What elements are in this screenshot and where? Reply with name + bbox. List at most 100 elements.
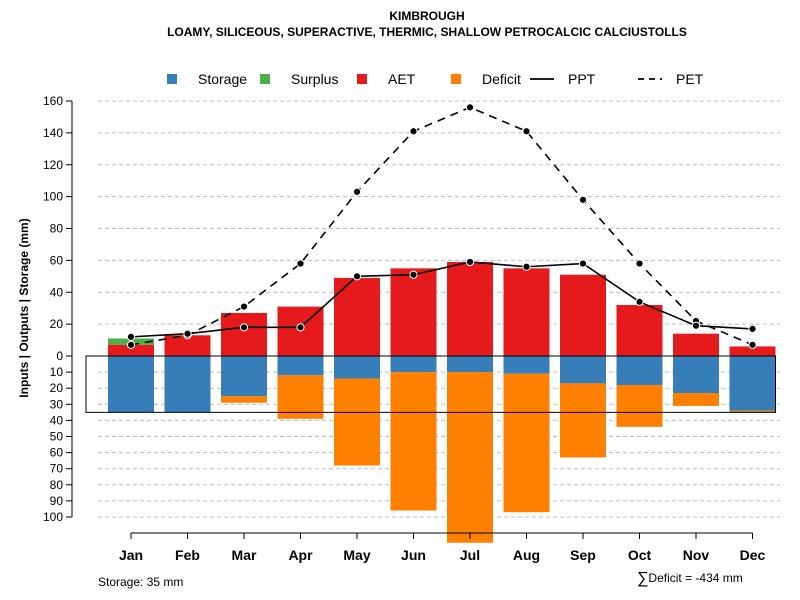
- aet-bar: [503, 268, 550, 356]
- legend-deficit-label: Deficit: [482, 71, 521, 87]
- y-tick-label: 100: [43, 510, 63, 524]
- deficit-bar: [390, 372, 437, 511]
- aet-bar: [673, 333, 719, 356]
- ppt-point: [465, 257, 475, 267]
- ppt-point: [409, 270, 418, 279]
- pet-point: [522, 127, 531, 136]
- storage-note: Storage: 35 mm: [98, 575, 184, 589]
- aet-bar: [334, 277, 380, 356]
- legend-storage-label: Storage: [198, 71, 247, 87]
- y-tick-label: 160: [43, 94, 63, 108]
- pet-point: [296, 259, 305, 268]
- pet-point: [352, 187, 362, 196]
- pet-point: [578, 195, 588, 204]
- sum-symbol: ∑: [637, 570, 649, 587]
- aet-bar: [729, 346, 776, 356]
- y-tick-label: 120: [43, 158, 63, 172]
- aet-bar: [616, 305, 663, 356]
- deficit-bar: [503, 373, 550, 513]
- legend-aet-swatch: [357, 74, 367, 84]
- x-tick-label: Aug: [513, 547, 540, 563]
- y-tick-label: 60: [50, 446, 64, 460]
- y-tick-label: 90: [50, 494, 64, 508]
- x-tick-label: Apr: [288, 547, 313, 563]
- aet-bar: [221, 312, 267, 356]
- legend-ppt-label: PPT: [568, 71, 596, 87]
- storage-bar: [108, 356, 154, 413]
- ppt-line: [130, 261, 753, 338]
- x-tick-label: Jan: [119, 547, 143, 563]
- x-tick-label: Jun: [401, 547, 426, 563]
- ppt-point: [239, 323, 249, 332]
- y-tick-label: 0: [56, 349, 63, 363]
- y-tick-label: 20: [50, 317, 64, 331]
- x-tick-label: Sep: [570, 547, 596, 563]
- deficit-bar: [560, 383, 606, 458]
- ppt-point: [635, 297, 644, 306]
- ppt-point: [296, 323, 305, 332]
- deficit-bar: [616, 384, 663, 427]
- y-tick-label: 60: [50, 253, 64, 267]
- pet-point: [748, 340, 757, 349]
- deficit-total-text: Deficit = -434 mm: [648, 571, 743, 585]
- pet-point: [409, 127, 418, 136]
- ppt-point: [183, 329, 192, 338]
- storage-bar: [277, 356, 324, 376]
- pet-line: [130, 106, 753, 346]
- storage-bar: [729, 356, 776, 411]
- chart-title: KIMBROUGH: [389, 9, 465, 23]
- aet-bar: [164, 335, 211, 356]
- x-tick-label: Mar: [232, 547, 257, 563]
- y-tick-label: 80: [50, 222, 64, 236]
- pet-point: [635, 259, 644, 268]
- deficit-bar: [447, 372, 493, 543]
- storage-bar: [447, 356, 493, 373]
- storage-bar: [221, 356, 267, 397]
- deficit-total-note: ∑Deficit = -434 mm: [637, 570, 743, 588]
- storage-bar: [560, 356, 606, 384]
- y-tick-label: 20: [50, 381, 64, 395]
- y-tick-label: 40: [50, 285, 64, 299]
- y-tick-label: 80: [50, 478, 64, 492]
- storage-bar: [164, 356, 211, 413]
- y-tick-label: 30: [50, 397, 64, 411]
- legend-storage-swatch: [167, 74, 177, 84]
- deficit-bar: [729, 410, 776, 413]
- legend-deficit-swatch: [451, 74, 461, 84]
- ppt-point: [352, 272, 362, 281]
- pet-point: [465, 103, 475, 112]
- aet-bar: [390, 268, 437, 356]
- chart-subtitle: LOAMY, SILICEOUS, SUPERACTIVE, THERMIC, …: [167, 25, 687, 39]
- deficit-bar: [673, 393, 719, 406]
- y-tick-label: 70: [50, 462, 64, 476]
- storage-bar: [673, 356, 719, 394]
- ppt-point: [522, 262, 531, 271]
- legend-aet-label: AET: [388, 71, 416, 87]
- ppt-point: [691, 321, 701, 330]
- deficit-bar: [277, 375, 324, 419]
- x-tick-label: Feb: [175, 547, 200, 563]
- deficit-bar: [334, 378, 380, 466]
- y-tick-label: 140: [43, 126, 63, 140]
- pet-point: [126, 340, 136, 349]
- pet-point: [239, 302, 249, 311]
- storage-capacity-box: [85, 355, 776, 413]
- x-tick-label: Oct: [628, 547, 652, 563]
- ppt-point: [578, 259, 588, 268]
- legend-surplus-label: Surplus: [291, 71, 338, 87]
- x-tick-label: Dec: [740, 547, 766, 563]
- y-tick-label: 40: [50, 413, 64, 427]
- storage-bar: [503, 356, 550, 374]
- deficit-bar: [221, 396, 267, 403]
- x-tick-label: Jul: [460, 547, 480, 563]
- legend-surplus-swatch: [260, 74, 270, 84]
- y-tick-label: 100: [43, 190, 63, 204]
- y-tick-label: 10: [50, 365, 64, 379]
- storage-bar: [334, 356, 380, 379]
- aet-bar: [560, 274, 606, 356]
- x-tick-label: May: [343, 547, 370, 563]
- storage-bar: [390, 356, 437, 373]
- legend-pet-label: PET: [676, 71, 704, 87]
- ppt-point: [748, 324, 757, 334]
